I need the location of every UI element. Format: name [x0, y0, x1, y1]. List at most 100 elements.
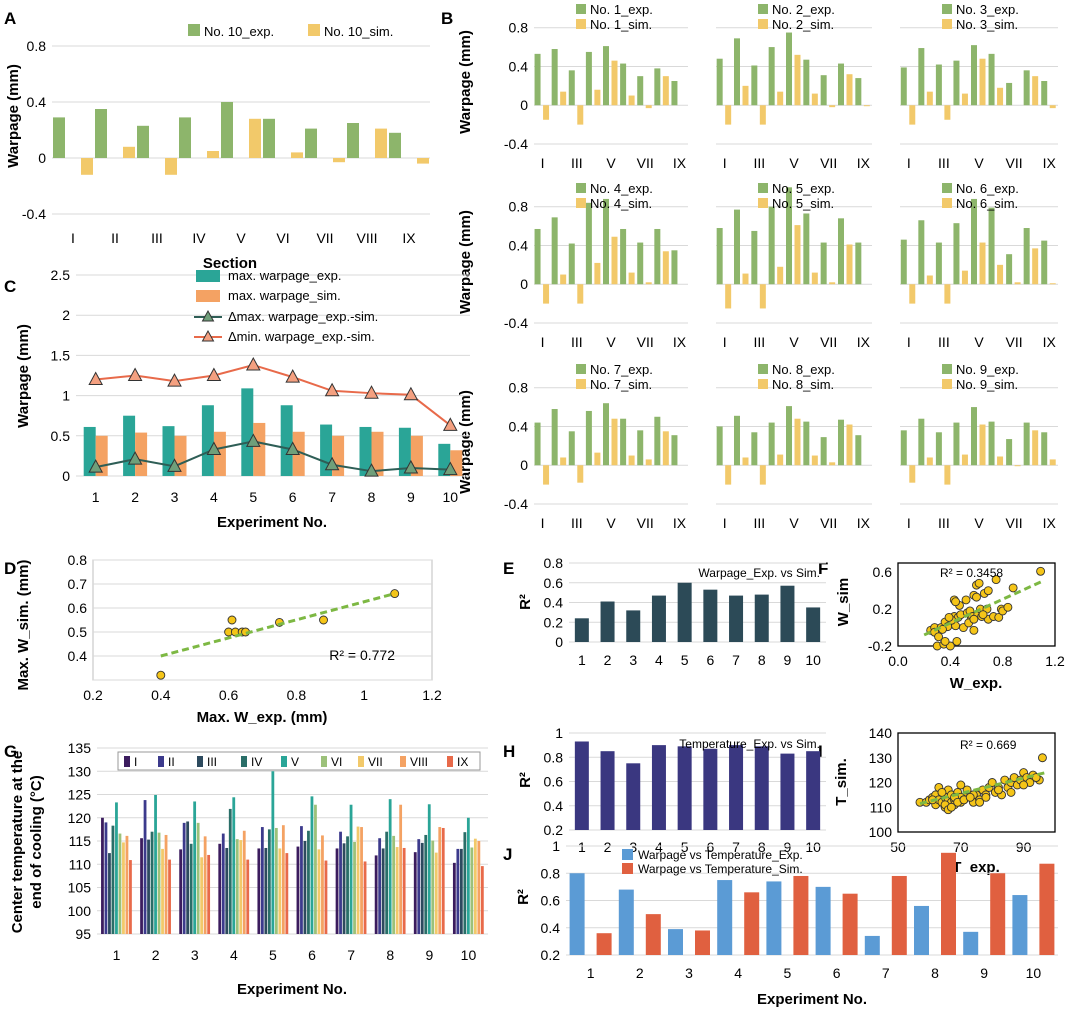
b-bar: [768, 206, 775, 285]
legend-swatch: [196, 290, 220, 302]
x-tick-label: V: [236, 230, 246, 246]
y-axis-title: Max. W_sim. (mm): [15, 560, 32, 691]
x-tick-label: V: [606, 334, 616, 350]
b-bar: [716, 228, 723, 285]
legend-label: No. 3_sim.: [956, 17, 1018, 32]
panel-label-a: A: [4, 9, 16, 28]
j-bar: [864, 935, 880, 955]
b-bar: [811, 455, 818, 466]
b-bar: [953, 422, 960, 466]
legend-swatch: [447, 756, 453, 767]
b-bar: [935, 432, 942, 466]
x-tick-label: 5: [681, 652, 689, 668]
y-tick-label: 0.8: [544, 749, 564, 765]
b-bar: [961, 93, 968, 106]
f-point: [983, 586, 993, 596]
g-bar: [296, 846, 300, 934]
e-bar: [626, 610, 641, 642]
legend-label: I: [134, 755, 137, 769]
y-tick-label: 130: [68, 763, 92, 779]
b-bar: [997, 87, 1004, 106]
x-tick-label: 1.2: [422, 687, 442, 703]
x-tick-label: 2: [152, 947, 160, 963]
b-bar: [926, 275, 933, 285]
x-tick-label: 0.2: [83, 687, 103, 703]
y-axis-title-line: Center temperature at the: [9, 751, 26, 934]
x-tick-label: 8: [386, 947, 394, 963]
b-bar: [734, 209, 740, 285]
b-bar: [829, 282, 836, 285]
x-tick-label: IX: [857, 334, 871, 350]
b-bar: [997, 456, 1004, 466]
x-tick-label: VII: [637, 155, 654, 171]
b-bar: [1049, 459, 1056, 466]
c-triangle-marker: [245, 356, 261, 371]
g-bar: [385, 831, 389, 934]
b-bar: [577, 284, 584, 304]
legend-label: No. 9_exp.: [956, 362, 1019, 377]
j-bar: [695, 930, 710, 955]
x-tick-label: III: [938, 334, 950, 350]
e-bar: [677, 582, 692, 642]
y-tick-label: 0.6: [873, 564, 893, 580]
b-bar: [645, 105, 652, 109]
legend-swatch: [942, 183, 952, 193]
a-bar: [123, 146, 135, 158]
x-tick-label: IX: [1043, 155, 1057, 171]
y-tick-label: 0.4: [509, 237, 529, 253]
y-tick-label: 2.5: [51, 267, 71, 283]
legend-marker: [201, 329, 215, 342]
panel-label-e: E: [503, 559, 514, 578]
y-tick-label: 0.8: [544, 555, 564, 571]
x-tick-label: 5: [681, 839, 689, 855]
y-tick-label: 0.6: [68, 600, 88, 616]
g-bar: [321, 835, 324, 934]
c-triangle-marker: [206, 367, 222, 381]
b-bar: [671, 250, 678, 285]
b-bar: [725, 465, 732, 485]
panel-label-i: I: [818, 742, 823, 761]
g-bar: [399, 804, 403, 934]
x-tick-label: IX: [673, 155, 687, 171]
b-bar: [777, 91, 784, 106]
g-bar: [246, 859, 250, 934]
g-bar: [108, 853, 111, 934]
x-tick-label: 2: [636, 965, 644, 981]
i-point: [956, 780, 966, 790]
x-tick-label: I: [907, 515, 911, 531]
legend-swatch: [576, 19, 586, 29]
b-bar: [768, 422, 775, 466]
b-bar: [1023, 70, 1030, 106]
b-bar: [909, 465, 916, 483]
c-bar: [371, 431, 384, 476]
b-bar: [855, 242, 862, 285]
legend-label: Δmax. warpage_exp.-sim.: [228, 309, 378, 324]
g-bar: [356, 826, 360, 934]
x-tick-label: 5: [269, 947, 277, 963]
b-bar: [620, 228, 627, 285]
g-bar: [125, 835, 129, 934]
r-squared-annotation: R² = 0.3458: [940, 566, 1003, 580]
legend-swatch: [942, 364, 952, 374]
x-tick-label: 6: [289, 489, 297, 505]
g-bar: [200, 857, 204, 934]
b-bar: [551, 49, 558, 106]
b-bar: [637, 242, 644, 285]
x-tick-label: VII: [820, 515, 837, 531]
x-tick-label: IX: [402, 230, 416, 246]
y-axis-title: R²: [517, 594, 534, 610]
legend-label: Warpage_Exp. vs Sim.: [698, 566, 820, 580]
b-bar: [534, 53, 541, 106]
f-point: [969, 614, 979, 624]
y-tick-label: 0.7: [68, 576, 88, 592]
legend-swatch: [158, 756, 164, 767]
x-tick-label: 0.4: [151, 687, 171, 703]
x-tick-label: 7: [347, 947, 355, 963]
legend-swatch: [321, 756, 327, 767]
a-bar: [53, 117, 65, 158]
x-tick-label: VII: [820, 155, 837, 171]
g-bar: [441, 827, 445, 934]
a-bar: [81, 158, 93, 175]
y-tick-label: 0.8: [541, 865, 561, 881]
c-triangle-marker: [285, 369, 301, 383]
